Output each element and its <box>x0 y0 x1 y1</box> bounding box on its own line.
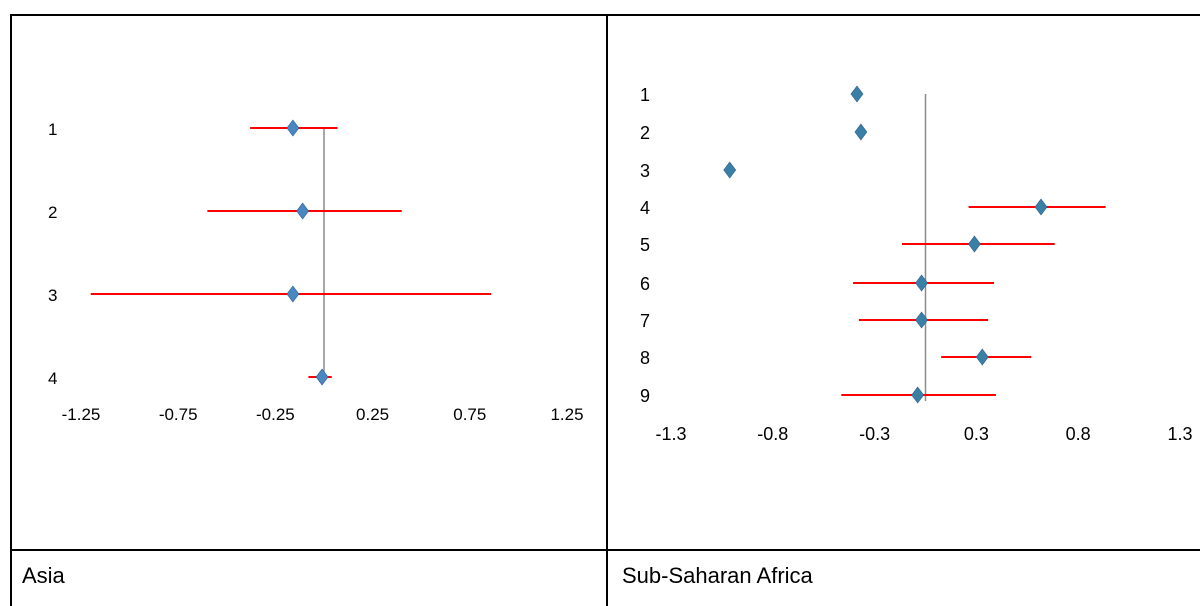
africa-estimate-2 <box>854 123 868 141</box>
asia-row-label-2: 2 <box>48 203 57 222</box>
table-top-border <box>10 14 1200 16</box>
asia-x-tick-0: -1.25 <box>62 405 101 424</box>
africa-x-tick-3: 0.3 <box>964 424 989 444</box>
africa-estimate-1 <box>850 85 864 103</box>
asia-x-tick-3: 0.25 <box>356 405 389 424</box>
africa-row-label-2: 2 <box>640 123 650 143</box>
africa-row-label-8: 8 <box>640 348 650 368</box>
africa-row-label-3: 3 <box>640 161 650 181</box>
africa-estimate-9 <box>911 386 925 404</box>
asia-estimate-4 <box>315 368 329 386</box>
asia-x-tick-2: -0.25 <box>256 405 295 424</box>
africa-estimate-3 <box>723 161 737 179</box>
africa-estimate-5 <box>968 235 981 253</box>
africa-estimate-6 <box>915 274 928 292</box>
africa-estimate-7 <box>915 311 928 329</box>
africa-x-tick-4: 0.8 <box>1066 424 1091 444</box>
caption-asia: Asia <box>22 563 65 588</box>
africa-estimate-8 <box>975 348 989 366</box>
africa-row-label-6: 6 <box>640 274 650 294</box>
africa-row-label-1: 1 <box>640 85 650 105</box>
asia-estimate-1 <box>286 119 300 137</box>
africa-row-label-7: 7 <box>640 311 650 331</box>
africa-x-tick-1: -0.8 <box>757 424 788 444</box>
asia-estimate-2 <box>296 202 309 220</box>
asia-x-tick-5: 1.25 <box>550 405 583 424</box>
table-left-border <box>10 14 12 606</box>
africa-x-tick-2: -0.3 <box>859 424 890 444</box>
asia-row-label-3: 3 <box>48 286 57 305</box>
asia-x-tick-4: 0.75 <box>453 405 486 424</box>
africa-x-tick-5: 1.3 <box>1167 424 1192 444</box>
africa-row-label-4: 4 <box>640 198 650 218</box>
table-row-divider <box>10 549 1200 551</box>
asia-row-label-1: 1 <box>48 120 57 139</box>
africa-row-label-9: 9 <box>640 386 650 406</box>
asia-estimate-3 <box>286 285 300 303</box>
asia-x-tick-1: -0.75 <box>159 405 198 424</box>
asia-row-label-4: 4 <box>48 369 57 388</box>
africa-x-tick-0: -1.3 <box>655 424 686 444</box>
caption-sub-saharan-africa: Sub-Saharan Africa <box>622 563 813 588</box>
africa-row-label-5: 5 <box>640 235 650 255</box>
africa-estimate-4 <box>1034 198 1048 216</box>
table-middle-divider <box>606 14 608 606</box>
